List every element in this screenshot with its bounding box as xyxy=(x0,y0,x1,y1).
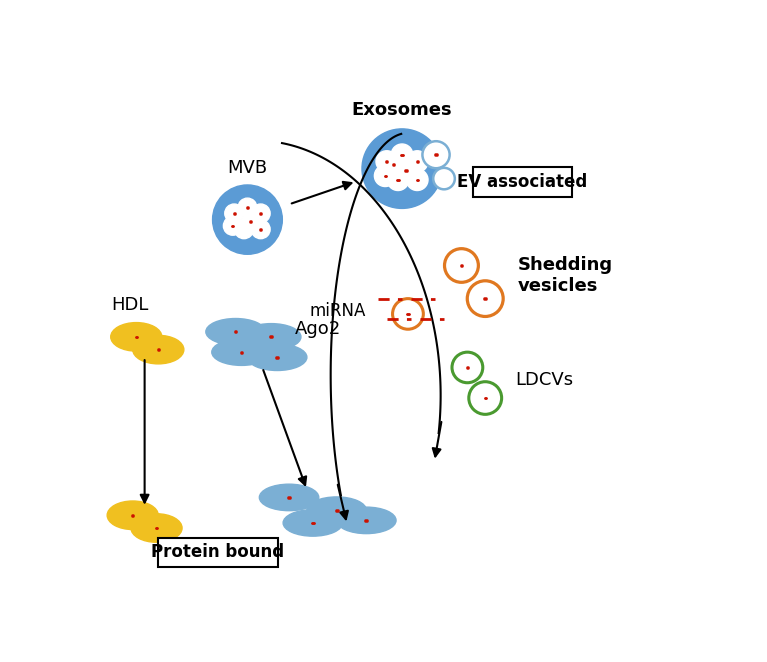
Text: Shedding
vesicles: Shedding vesicles xyxy=(518,256,613,295)
Text: EV associated: EV associated xyxy=(457,173,588,191)
Text: Protein bound: Protein bound xyxy=(151,544,285,561)
Circle shape xyxy=(362,129,442,209)
Circle shape xyxy=(391,144,413,166)
Circle shape xyxy=(467,281,503,316)
Ellipse shape xyxy=(307,497,367,524)
Circle shape xyxy=(238,198,257,217)
Circle shape xyxy=(393,299,423,329)
Circle shape xyxy=(423,141,449,168)
Circle shape xyxy=(407,169,428,191)
Circle shape xyxy=(387,169,409,191)
Text: MVB: MVB xyxy=(227,160,268,177)
FancyBboxPatch shape xyxy=(158,538,278,567)
Circle shape xyxy=(252,220,270,239)
Text: miRNA: miRNA xyxy=(310,303,367,320)
Circle shape xyxy=(376,151,397,172)
Circle shape xyxy=(407,151,428,172)
Circle shape xyxy=(212,185,282,254)
Ellipse shape xyxy=(212,339,272,365)
Circle shape xyxy=(383,154,404,175)
Ellipse shape xyxy=(337,507,396,534)
Circle shape xyxy=(242,212,260,231)
Ellipse shape xyxy=(107,501,158,530)
Ellipse shape xyxy=(133,336,184,364)
Text: LDCVs: LDCVs xyxy=(515,371,573,389)
Text: HDL: HDL xyxy=(112,296,149,314)
Ellipse shape xyxy=(242,324,301,350)
Circle shape xyxy=(252,204,270,222)
Circle shape xyxy=(235,220,253,239)
Ellipse shape xyxy=(206,318,265,345)
Text: Exosomes: Exosomes xyxy=(352,101,453,118)
Ellipse shape xyxy=(283,510,343,536)
Circle shape xyxy=(395,160,416,181)
Ellipse shape xyxy=(110,322,162,351)
Circle shape xyxy=(225,204,244,222)
Ellipse shape xyxy=(259,484,319,510)
Circle shape xyxy=(452,352,482,383)
Circle shape xyxy=(445,249,479,282)
Circle shape xyxy=(433,168,455,189)
Text: Ago2: Ago2 xyxy=(295,320,341,338)
Circle shape xyxy=(469,382,502,414)
Ellipse shape xyxy=(131,514,182,542)
Circle shape xyxy=(223,216,242,235)
Ellipse shape xyxy=(248,344,307,371)
FancyBboxPatch shape xyxy=(473,167,572,197)
Circle shape xyxy=(374,165,396,187)
